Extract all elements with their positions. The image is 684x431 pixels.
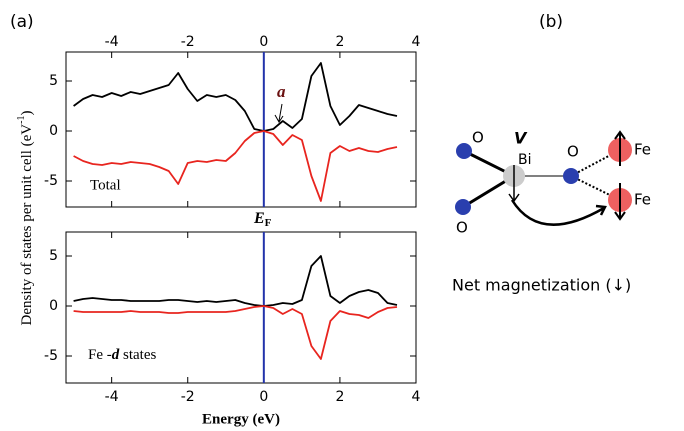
spin-arrow	[614, 183, 626, 221]
x-tick-label: -4	[105, 34, 119, 50]
x-axis-label: Energy (eV)	[202, 411, 280, 427]
y-tick-label: 5	[49, 73, 58, 89]
annotation-part: states	[119, 347, 156, 363]
x-tick-label: -2	[181, 34, 195, 50]
annotation-part: d	[112, 347, 120, 363]
x-tick-label: 4	[412, 34, 421, 50]
x-tick-label: 2	[335, 389, 344, 405]
x-tick-label: 0	[259, 389, 268, 405]
dos-line	[73, 255, 398, 307]
x-tick-label: -2	[181, 389, 195, 405]
spin-arrow	[614, 130, 626, 166]
annotation: a	[277, 82, 286, 101]
atom-label: O	[567, 143, 579, 161]
y-tick-label: 0	[49, 123, 58, 139]
y-tick-label: 0	[49, 298, 58, 314]
y-axis-label: Density of states per unit cell (eV-1)	[16, 111, 35, 326]
panel-label: (b)	[539, 12, 563, 32]
panel-label: (a)	[10, 12, 34, 32]
diagram: O O V Bi O Fe Fe Net magnetization (↓)	[452, 129, 651, 295]
curve-arrow	[510, 199, 607, 226]
y-label-part: Density of states per unit cell (eV	[19, 124, 35, 326]
plot-frame	[65, 231, 417, 384]
atom-o	[455, 199, 471, 215]
bond	[570, 149, 621, 177]
x-tick-label: 4	[412, 389, 421, 405]
atom-o	[563, 168, 579, 184]
annotation-arrow	[274, 103, 284, 123]
plot-frame	[65, 51, 417, 208]
x-tick-label: -4	[105, 389, 119, 405]
y-tick-label: 5	[49, 248, 58, 264]
ef-label: EF	[253, 210, 272, 229]
y-tick-label: -5	[44, 173, 58, 189]
atom-label: Fe	[634, 191, 651, 209]
dos-line	[73, 62, 398, 132]
dos-line	[73, 130, 398, 202]
ef-main: E	[253, 210, 265, 227]
atom-label: V	[514, 129, 528, 148]
dos-line	[73, 305, 398, 360]
y-label-part: )	[19, 111, 35, 116]
annotation-part: Fe -	[88, 347, 112, 363]
x-tick-label: 0	[259, 34, 268, 50]
y-label-sup: -1	[16, 116, 27, 124]
atom-label: O	[472, 129, 484, 147]
atom-o	[456, 143, 472, 159]
annotation: Total	[90, 177, 121, 193]
ef-sub: F	[265, 217, 272, 229]
atom-label: O	[456, 219, 468, 237]
caption: Net magnetization (↓)	[452, 276, 631, 295]
annotation: Fe -d states	[88, 347, 156, 363]
atom-label: Fe	[634, 141, 651, 159]
atom-label: Bi	[518, 152, 532, 168]
y-tick-label: -5	[44, 348, 58, 364]
x-tick-label: 2	[335, 34, 344, 50]
